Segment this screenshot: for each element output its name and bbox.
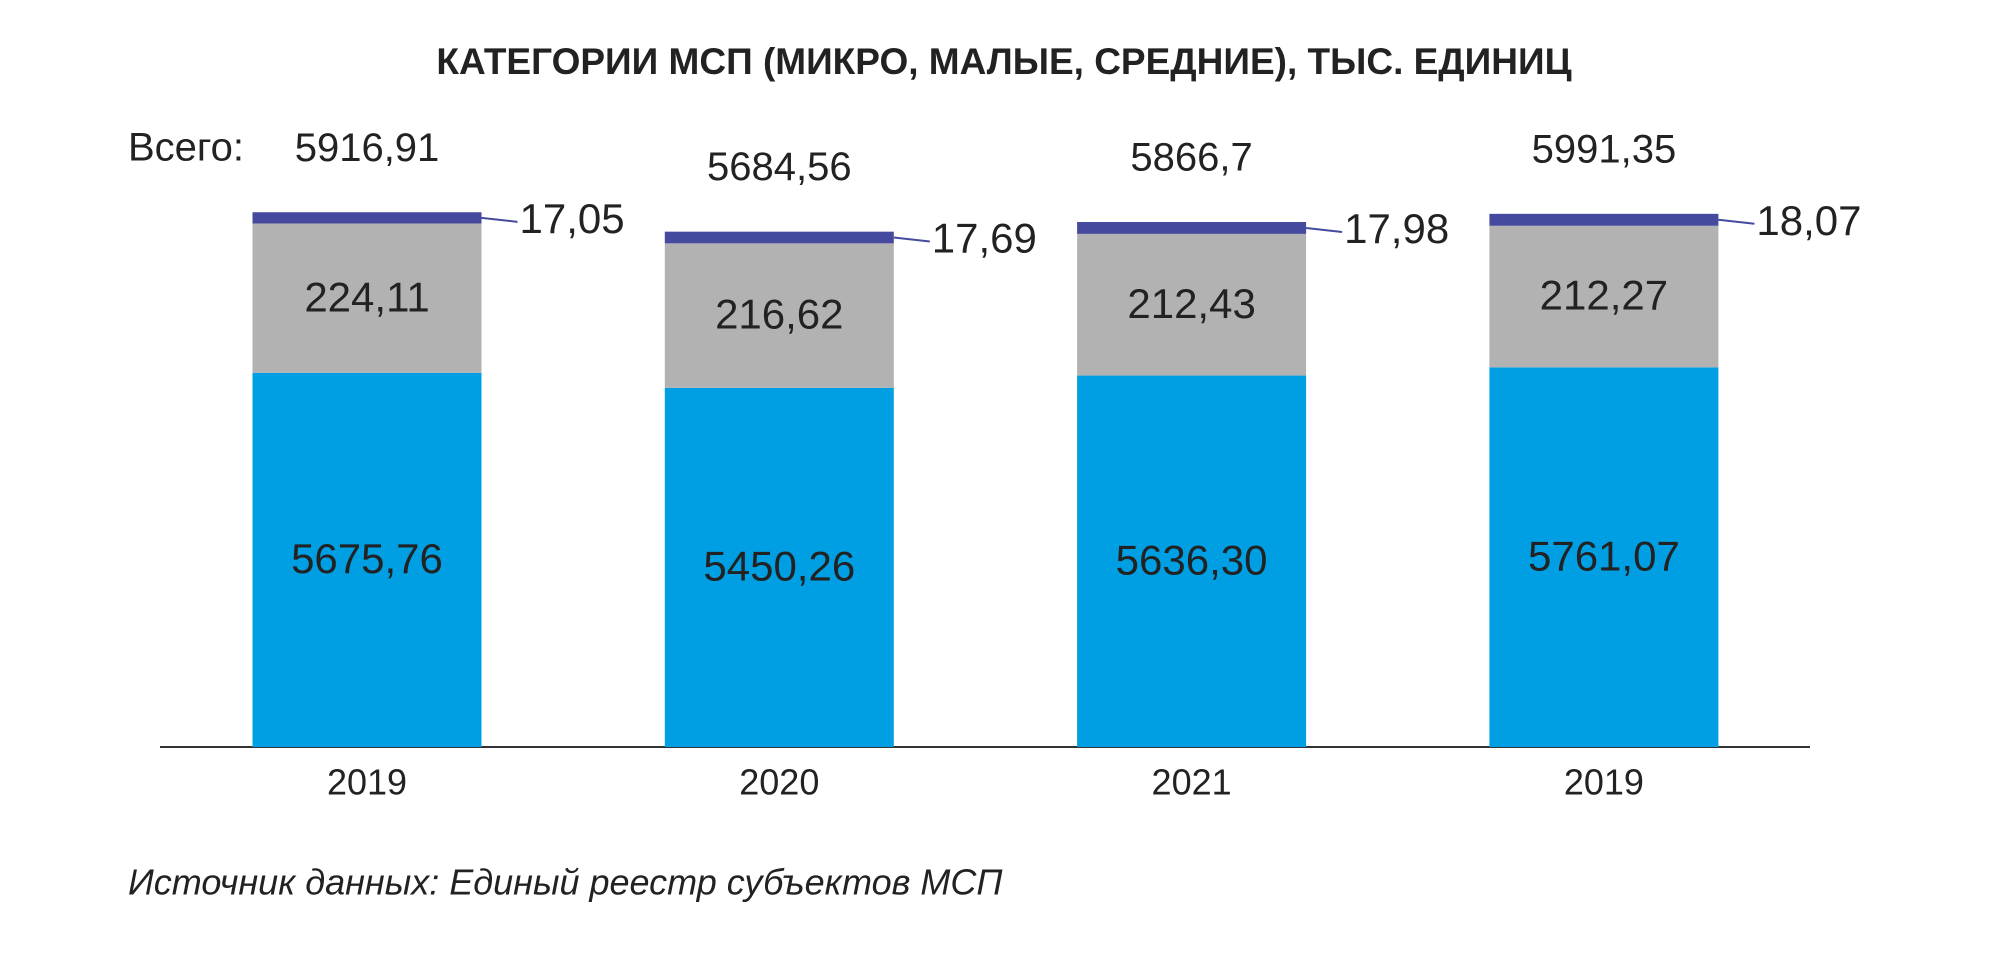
bar-segment [664, 387, 894, 747]
bar-segment [1077, 375, 1307, 747]
bar-segment [1489, 367, 1719, 747]
bar-segment [1077, 222, 1307, 234]
value-label: 216,62 [715, 291, 843, 338]
value-label: 5675,76 [291, 535, 443, 582]
total-label: 5991,35 [1532, 127, 1677, 171]
value-label: 212,43 [1127, 280, 1255, 327]
value-label: 224,11 [304, 273, 429, 320]
total-label: 5916,91 [295, 126, 440, 170]
bar-segment [664, 243, 894, 388]
leader-line [1718, 218, 1755, 225]
value-label: 212,27 [1540, 272, 1668, 319]
value-label: 18,07 [1756, 197, 1861, 244]
value-label: 5636,30 [1116, 536, 1268, 583]
x-tick-label: 2019 [327, 762, 407, 803]
value-label: 17,05 [520, 195, 625, 242]
totals-label: Всего: [128, 126, 244, 170]
value-label: 17,69 [932, 215, 1037, 262]
bar-segment [252, 212, 482, 224]
bar-segment [664, 231, 894, 244]
source-note: Источник данных: Единый реестр субъектов… [128, 862, 1003, 903]
value-label: 5761,07 [1528, 532, 1680, 579]
bar-segment [252, 223, 482, 373]
chart-title: КАТЕГОРИИ МСП (МИКРО, МАЛЫЕ, СРЕДНИЕ), Т… [436, 41, 1571, 82]
leader-line [1305, 226, 1343, 233]
bar-segment [252, 372, 482, 747]
x-tick-label: 2020 [739, 762, 819, 803]
value-label: 5450,26 [703, 543, 855, 590]
leader-line [893, 236, 930, 243]
x-tick-label: 2019 [1564, 762, 1644, 803]
leader-line [481, 216, 518, 223]
x-tick-label: 2021 [1152, 762, 1232, 803]
total-label: 5684,56 [707, 145, 852, 189]
value-label: 17,98 [1344, 205, 1449, 252]
total-label: 5866,7 [1130, 136, 1252, 180]
bar-segment [1077, 233, 1307, 376]
bar-segment [1489, 225, 1719, 368]
bar-segment [1489, 213, 1719, 226]
